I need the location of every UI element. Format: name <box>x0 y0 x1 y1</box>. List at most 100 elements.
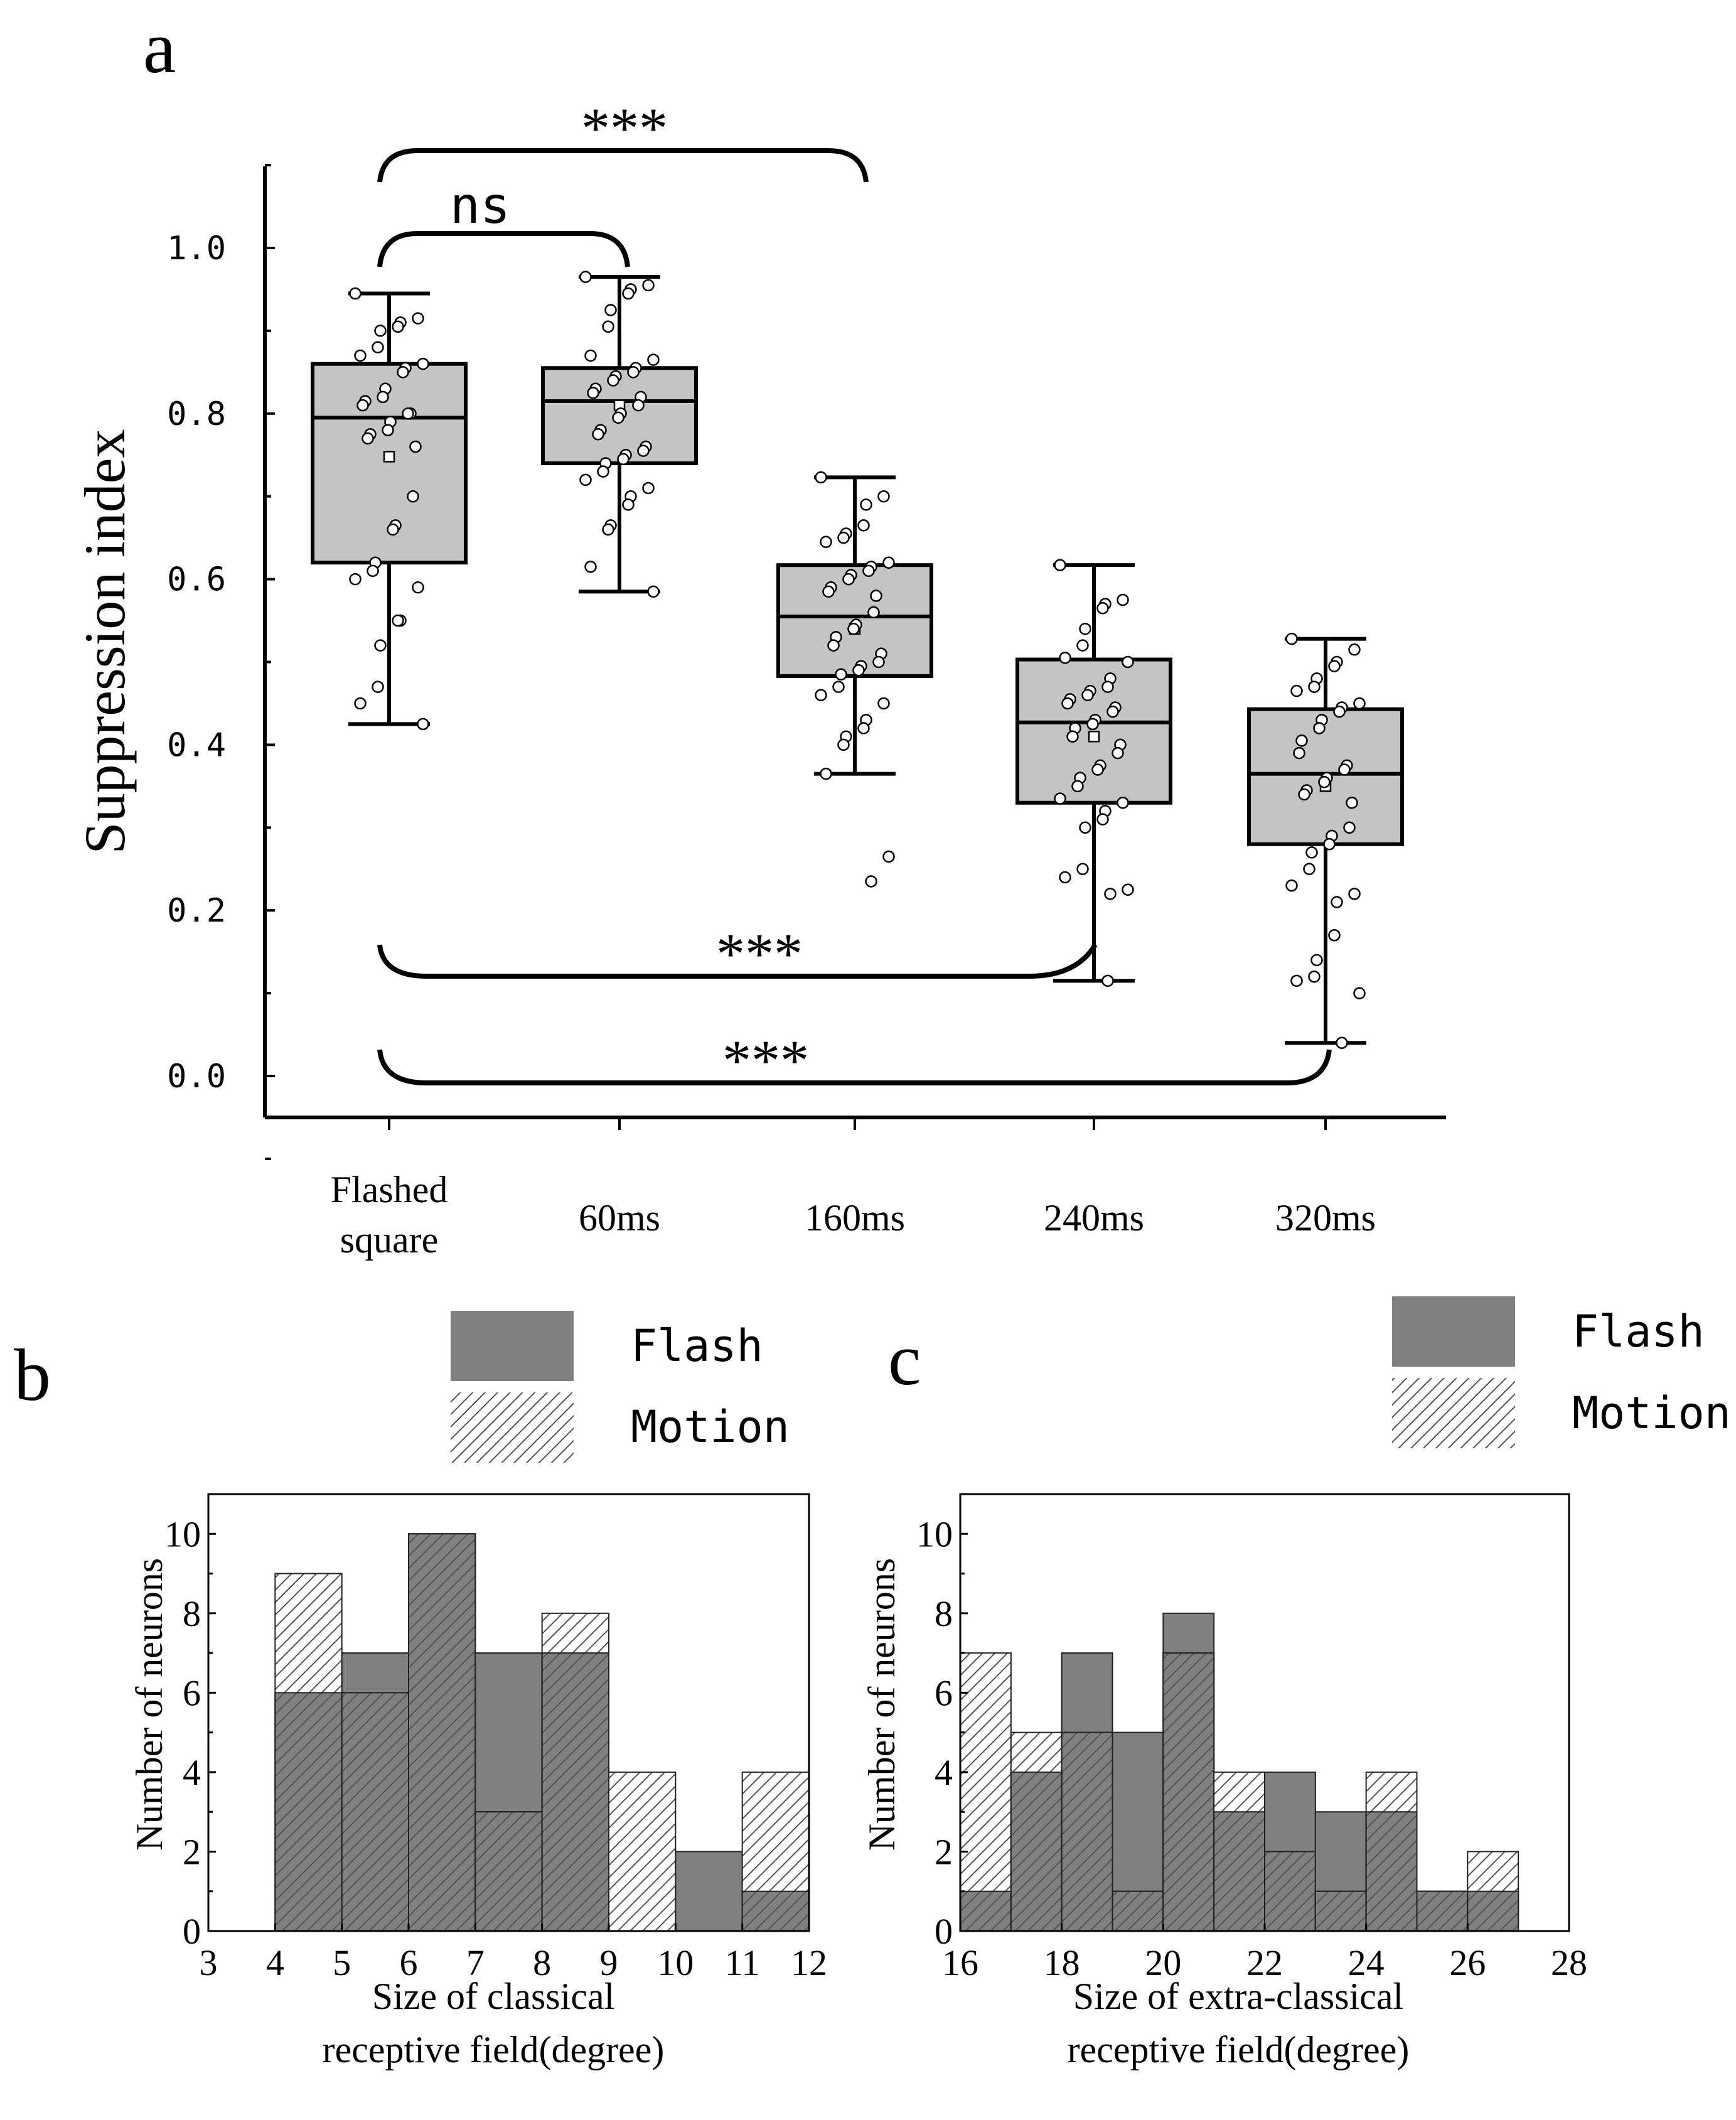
plot-frame <box>207 1493 810 1932</box>
data-point <box>579 473 592 487</box>
ticks <box>959 1493 1570 1932</box>
data-point <box>402 407 414 420</box>
data-point <box>1336 1036 1348 1049</box>
x-tick-label: 26 <box>1449 1942 1486 1983</box>
x-tick-label: 20 <box>1145 1942 1181 1983</box>
x-axis-title-line1: Size of extra-classical <box>1073 1976 1403 2017</box>
x-tick-label: 11 <box>725 1942 760 1983</box>
data-point <box>1348 888 1361 900</box>
bar-overlap <box>341 1692 410 1932</box>
data-point <box>1076 639 1089 652</box>
x-axis-title-line2: receptive field(degree) <box>323 2029 665 2070</box>
data-point <box>637 444 650 457</box>
x-tick-label: 8 <box>533 1942 551 1983</box>
bar-overlap <box>1162 1652 1215 1932</box>
data-point <box>870 589 882 602</box>
data-point <box>865 875 877 888</box>
data-point <box>1348 643 1361 656</box>
data-point <box>882 850 895 863</box>
y-tick-label: 6 <box>935 1672 953 1713</box>
points <box>349 271 1366 1049</box>
data-point <box>349 573 362 586</box>
data-point <box>372 341 384 354</box>
data-point <box>579 271 592 283</box>
x-tick-labels: 16 18 20 22 24 26 28 <box>942 1942 1587 1983</box>
y-axis-title: Suppression index <box>73 429 137 854</box>
data-point <box>862 564 875 578</box>
data-point <box>1323 837 1336 851</box>
bar-overlap <box>1061 1731 1113 1932</box>
panel-label-c: c <box>888 1318 921 1401</box>
x-tick-label: 9 <box>600 1942 618 1983</box>
legend-label-motion: Motion <box>1572 1387 1731 1439</box>
x-tick-labels: 3 4 5 6 7 8 9 10 11 12 <box>200 1942 828 1983</box>
data-point <box>857 519 870 532</box>
data-point <box>1310 954 1323 967</box>
data-point <box>647 353 660 366</box>
data-point <box>627 366 640 379</box>
legend-label-flash: Flash <box>631 1320 763 1372</box>
y-tick-label: 2 <box>935 1831 953 1872</box>
data-point <box>877 490 890 503</box>
legend-b: Flash Motion <box>451 1311 790 1463</box>
y-tick-label: 0.2 <box>167 892 226 930</box>
data-point <box>877 697 890 710</box>
x-tick-label: 240ms <box>1044 1197 1144 1239</box>
y-ticks <box>265 164 275 1160</box>
x-tick-labels: Flashed square 60ms 160ms 240ms 320ms <box>331 1169 1376 1261</box>
y-tick-label: 8 <box>935 1593 953 1634</box>
significance-label: *** <box>581 96 668 160</box>
y-tick-label: 0 <box>935 1911 953 1952</box>
data-point <box>835 668 847 681</box>
data-point <box>1318 776 1331 788</box>
data-point <box>1353 987 1366 999</box>
bracket-flashed-240ms <box>377 943 1098 979</box>
data-point <box>642 279 655 292</box>
bar-overlap <box>274 1692 343 1932</box>
data-point <box>820 767 832 780</box>
data-point <box>592 428 604 441</box>
data-point <box>1333 705 1346 718</box>
data-point <box>374 639 387 652</box>
bar-overlap <box>1264 1851 1316 1932</box>
data-point <box>1293 746 1305 760</box>
data-point <box>1308 970 1321 983</box>
data-point <box>354 697 367 710</box>
data-point <box>837 531 850 544</box>
data-point <box>1295 734 1308 747</box>
data-point <box>1353 697 1366 710</box>
significance-label: *** <box>716 922 803 986</box>
data-point <box>417 357 429 370</box>
y-tick-label: 0.8 <box>167 395 226 433</box>
bar-overlap <box>741 1890 810 1932</box>
legend-label-motion: Motion <box>631 1401 790 1453</box>
data-point <box>1112 746 1124 760</box>
y-tick-label: 0.6 <box>167 561 226 599</box>
bars <box>274 1533 810 1932</box>
bar-overlap <box>1213 1811 1265 1932</box>
data-point <box>820 535 832 548</box>
data-point <box>597 465 609 478</box>
data-point <box>842 573 855 586</box>
legend-label-flash: Flash <box>1572 1306 1705 1357</box>
y-tick-label: 8 <box>183 1593 201 1634</box>
bracket-flashed-60ms <box>377 231 630 267</box>
data-point <box>857 722 870 734</box>
data-point <box>412 312 424 325</box>
x-tick-label: Flashed <box>331 1169 448 1210</box>
data-point <box>1290 974 1303 987</box>
data-point <box>354 349 367 362</box>
data-point <box>1101 974 1114 987</box>
data-point <box>1079 821 1091 834</box>
data-point <box>1117 796 1129 809</box>
data-point <box>1091 763 1104 776</box>
data-point <box>647 585 660 598</box>
bar-overlap <box>1467 1890 1519 1932</box>
data-point <box>1096 602 1109 615</box>
data-point <box>860 498 872 511</box>
x-tick-label: 160ms <box>805 1197 905 1239</box>
bar-overlap <box>474 1811 543 1932</box>
data-point <box>392 320 404 333</box>
data-point <box>602 523 614 536</box>
